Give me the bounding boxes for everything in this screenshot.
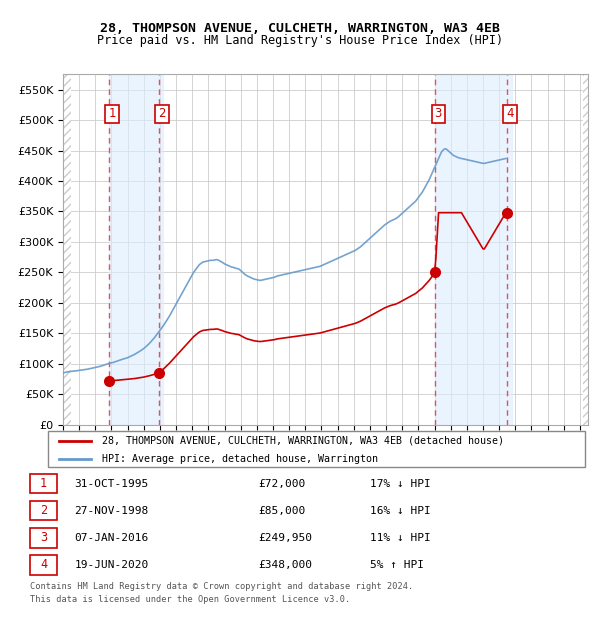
- Text: 3: 3: [40, 531, 47, 544]
- FancyBboxPatch shape: [29, 501, 58, 520]
- Text: Price paid vs. HM Land Registry's House Price Index (HPI): Price paid vs. HM Land Registry's House …: [97, 34, 503, 47]
- Text: 28, THOMPSON AVENUE, CULCHETH, WARRINGTON, WA3 4EB (detached house): 28, THOMPSON AVENUE, CULCHETH, WARRINGTO…: [102, 436, 504, 446]
- Text: £85,000: £85,000: [259, 506, 305, 516]
- Text: 11% ↓ HPI: 11% ↓ HPI: [370, 533, 431, 542]
- Text: 16% ↓ HPI: 16% ↓ HPI: [370, 506, 431, 516]
- Text: 2: 2: [40, 504, 47, 517]
- Text: 1: 1: [108, 107, 116, 120]
- FancyBboxPatch shape: [29, 474, 58, 494]
- Text: Contains HM Land Registry data © Crown copyright and database right 2024.: Contains HM Land Registry data © Crown c…: [30, 582, 413, 591]
- Bar: [435, 74, 512, 425]
- Text: 19-JUN-2020: 19-JUN-2020: [74, 560, 148, 570]
- Text: 2: 2: [158, 107, 166, 120]
- Text: 1: 1: [40, 477, 47, 490]
- Text: 17% ↓ HPI: 17% ↓ HPI: [370, 479, 431, 489]
- Text: £348,000: £348,000: [259, 560, 313, 570]
- Text: £72,000: £72,000: [259, 479, 305, 489]
- Bar: [109, 74, 163, 425]
- Text: 4: 4: [506, 107, 514, 120]
- Text: 3: 3: [434, 107, 442, 120]
- Text: 28, THOMPSON AVENUE, CULCHETH, WARRINGTON, WA3 4EB: 28, THOMPSON AVENUE, CULCHETH, WARRINGTO…: [100, 22, 500, 35]
- Text: 27-NOV-1998: 27-NOV-1998: [74, 506, 148, 516]
- Text: HPI: Average price, detached house, Warrington: HPI: Average price, detached house, Warr…: [102, 454, 378, 464]
- FancyBboxPatch shape: [29, 528, 58, 547]
- Text: 5% ↑ HPI: 5% ↑ HPI: [370, 560, 424, 570]
- Text: This data is licensed under the Open Government Licence v3.0.: This data is licensed under the Open Gov…: [30, 595, 350, 604]
- Text: 31-OCT-1995: 31-OCT-1995: [74, 479, 148, 489]
- Text: 4: 4: [40, 559, 47, 572]
- Text: 07-JAN-2016: 07-JAN-2016: [74, 533, 148, 542]
- Text: £249,950: £249,950: [259, 533, 313, 542]
- FancyBboxPatch shape: [29, 555, 58, 575]
- FancyBboxPatch shape: [48, 431, 585, 467]
